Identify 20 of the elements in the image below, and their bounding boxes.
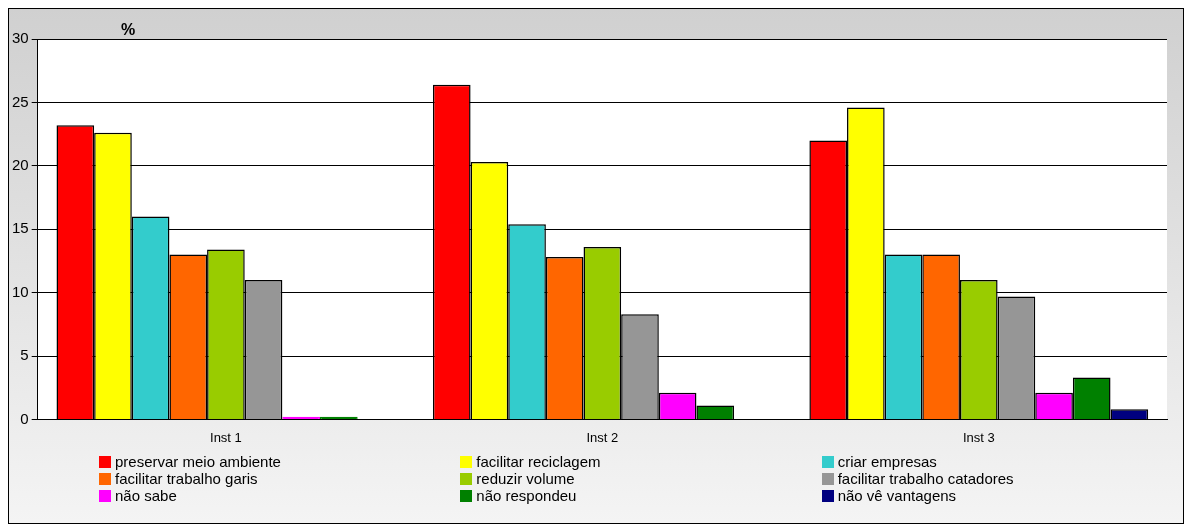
y-tick-label: 5	[20, 346, 29, 364]
y-axis-title: %	[121, 21, 136, 39]
legend-label: não vê vantagens	[837, 487, 957, 504]
legend-label: não respondeu	[476, 487, 577, 504]
x-tick-label: Inst 3	[962, 429, 995, 445]
y-tick-label: 25	[12, 92, 29, 110]
y-tick-label: 0	[20, 409, 29, 427]
y-tick-label: 20	[12, 155, 29, 173]
y-tick-label: 15	[12, 219, 29, 237]
y-tick-label: 30	[12, 29, 29, 47]
x-tick-label: Inst 2	[586, 429, 619, 445]
legend-label: não sabe	[115, 487, 177, 504]
y-tick-label: 10	[12, 282, 29, 300]
legend-label: facilitar trabalho garis	[115, 470, 258, 487]
legend-label: criar empresas	[837, 453, 937, 470]
legend-label: facilitar reciclagem	[476, 453, 601, 470]
legend-label: facilitar trabalho catadores	[837, 470, 1014, 487]
legend-label: reduzir volume	[476, 470, 575, 487]
x-tick-label: Inst 1	[210, 429, 242, 445]
legend-label: preservar meio ambiente	[115, 453, 281, 470]
